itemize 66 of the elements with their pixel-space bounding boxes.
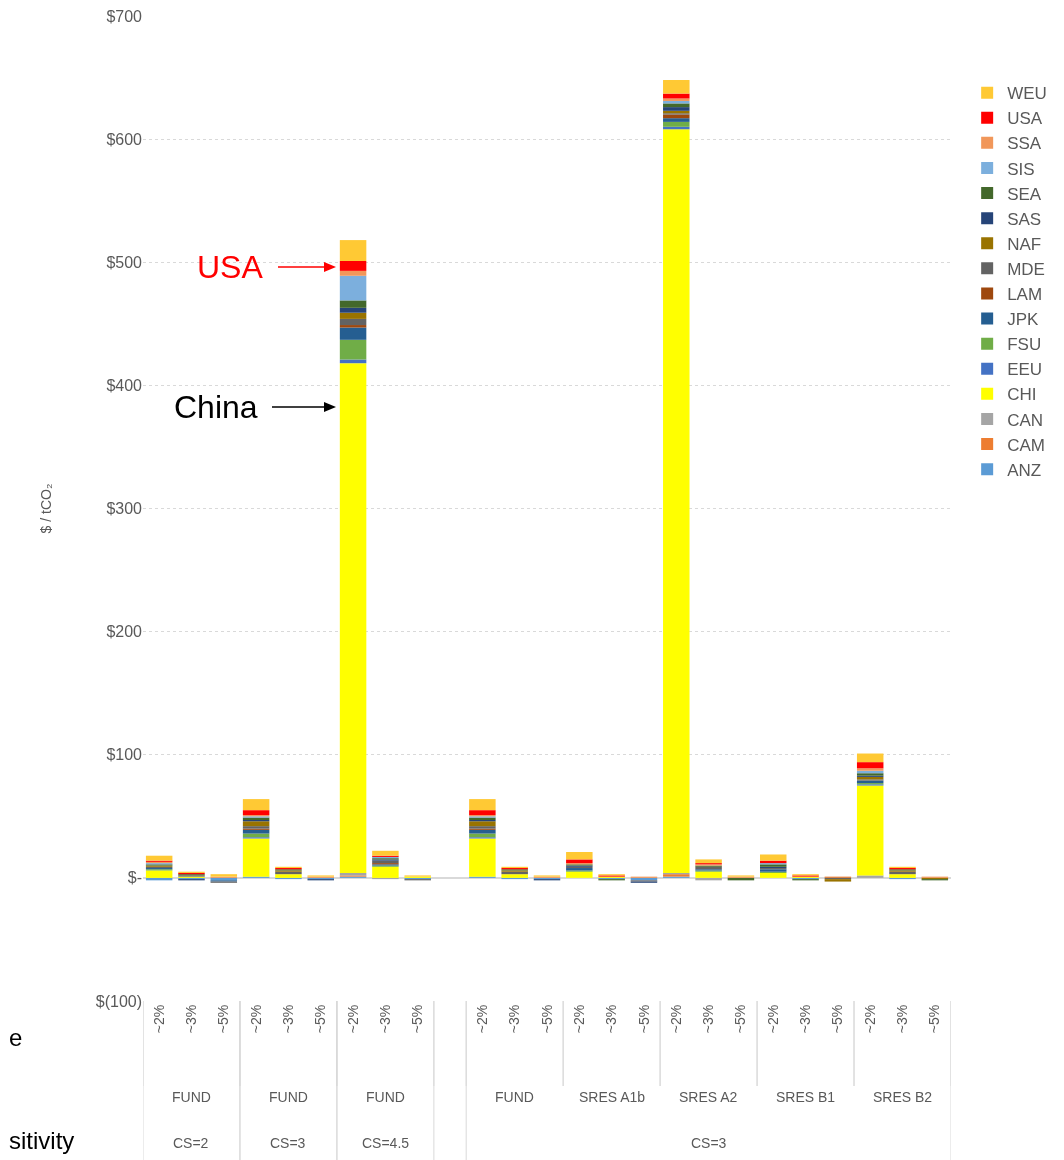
x-tick-label: ~2% — [150, 1004, 167, 1034]
x-tick-label: ~5% — [409, 1004, 426, 1034]
y-tick-label: $- — [127, 869, 142, 887]
legend-label: ANZ — [1007, 460, 1042, 480]
x-tick-label: ~3% — [183, 1004, 200, 1034]
y-axis-title: $ / tCO₂ — [38, 483, 55, 534]
x-tick-label: ~3% — [603, 1004, 620, 1034]
x-tick-label: ~3% — [376, 1004, 393, 1034]
text: sitivity — [9, 1127, 75, 1154]
x-tick-label: ~5% — [635, 1004, 652, 1034]
legend-label: WEU — [1007, 84, 1047, 104]
legend-label: CHI — [1007, 385, 1037, 405]
text: CS=2 — [173, 1135, 209, 1151]
x-tick-label: ~2% — [764, 1004, 781, 1034]
legend-label: FSU — [1007, 335, 1042, 355]
x-tick-label: ~5% — [312, 1004, 329, 1034]
annotation: China — [174, 389, 258, 425]
x-tick-label: ~3% — [700, 1004, 717, 1034]
x-tick-label: ~3% — [894, 1004, 911, 1034]
legend-label: LAM — [1007, 285, 1043, 305]
text: SRES A1b — [579, 1089, 646, 1105]
text: e — [9, 1024, 23, 1051]
y-tick-label: $500 — [106, 253, 143, 271]
legend-label: CAM — [1007, 435, 1045, 455]
legend-label: SIS — [1007, 159, 1035, 179]
x-tick-label: ~5% — [829, 1004, 846, 1034]
text: SRES B1 — [776, 1089, 836, 1105]
y-tick-label: $100 — [106, 746, 143, 764]
text: FUND — [495, 1089, 534, 1105]
legend-label: SSA — [1007, 134, 1042, 154]
x-tick-label: ~2% — [344, 1004, 361, 1034]
legend-label: NAF — [1007, 234, 1042, 254]
x-tick-label: ~3% — [797, 1004, 814, 1034]
text: FUND — [366, 1089, 405, 1105]
x-tick-label: ~2% — [570, 1004, 587, 1034]
x-tick-label: ~3% — [506, 1004, 523, 1034]
y-tick-label: $400 — [106, 376, 143, 394]
y-tick-label: $700 — [106, 7, 143, 25]
text: CS=4.5 — [362, 1135, 410, 1151]
x-tick-label: ~5% — [732, 1004, 749, 1034]
legend-label: SEA — [1007, 184, 1042, 204]
legend-label: MDE — [1007, 259, 1045, 279]
x-tick-label: ~2% — [667, 1004, 684, 1034]
x-tick-label: ~5% — [538, 1004, 555, 1034]
text: SRES B2 — [873, 1089, 933, 1105]
y-tick-label: $200 — [106, 623, 143, 641]
annotation: USA — [197, 249, 264, 285]
x-tick-label: ~2% — [247, 1004, 264, 1034]
x-tick-label: ~3% — [279, 1004, 296, 1034]
legend-label: EEU — [1007, 360, 1043, 380]
legend-label: JPK — [1007, 310, 1039, 330]
y-tick-label: $600 — [106, 130, 143, 148]
x-tick-label: ~2% — [473, 1004, 490, 1034]
x-tick-label: ~2% — [861, 1004, 878, 1034]
text: CS=3 — [691, 1135, 727, 1151]
legend-label: CAN — [1007, 410, 1044, 430]
text: FUND — [172, 1089, 211, 1105]
text: FUND — [269, 1089, 308, 1105]
legend-label: USA — [1007, 109, 1043, 129]
y-tick-label: $300 — [106, 500, 143, 518]
x-tick-label: ~5% — [926, 1004, 943, 1034]
text: CS=3 — [270, 1135, 306, 1151]
legend-label: SAS — [1007, 209, 1042, 229]
x-tick-label: ~5% — [215, 1004, 232, 1034]
y-tick-label: $(100) — [95, 992, 142, 1010]
text: SRES A2 — [679, 1089, 738, 1105]
